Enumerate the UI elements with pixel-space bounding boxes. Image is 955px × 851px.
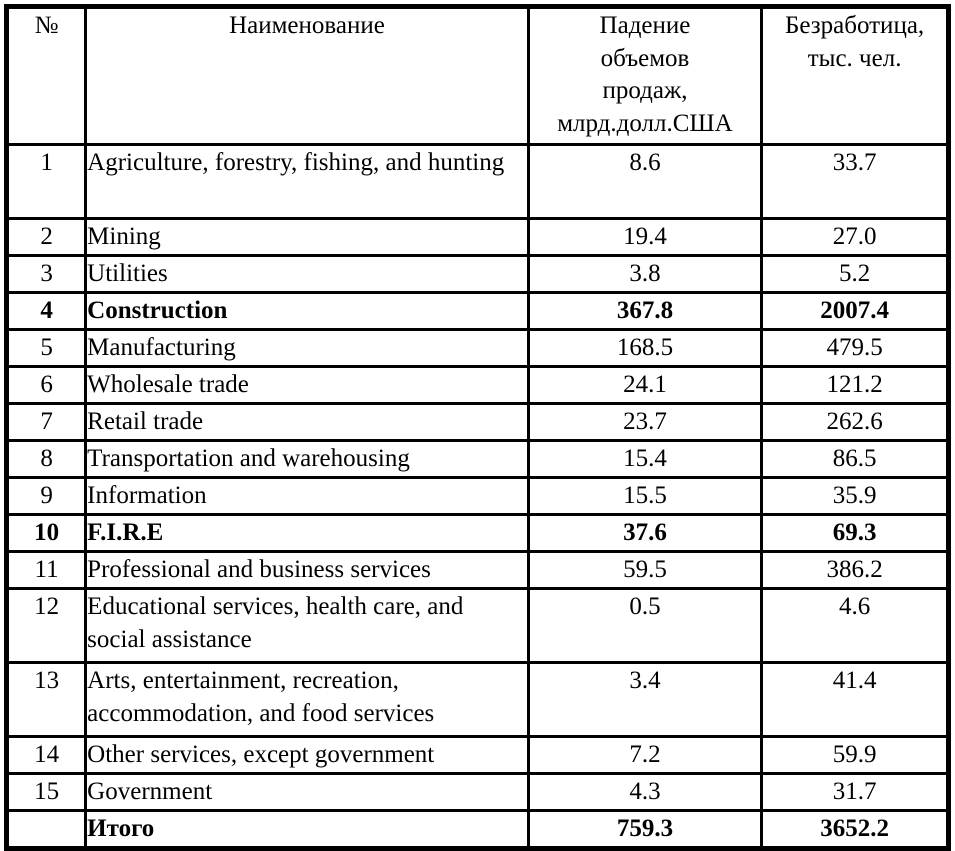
row-number-cell <box>4 809 88 850</box>
table-body: 1 Agriculture, forestry, fishing, and hu… <box>4 143 950 850</box>
header-row: № Наименование Падение объемов продаж, м… <box>4 5 950 146</box>
sales-cell: 168.5 <box>526 328 764 368</box>
unemployment-cell: 33.7 <box>760 143 950 220</box>
row-number-cell: 10 <box>4 513 88 553</box>
table-row: 12 Educational services, health care, an… <box>4 587 950 664</box>
unemployment-cell: 86.5 <box>760 439 950 479</box>
unemployment-cell: 479.5 <box>760 328 950 368</box>
name-cell: Agriculture, forestry, fishing, and hunt… <box>84 143 530 220</box>
table-row: 7 Retail trade 23.7 262.6 <box>4 402 950 442</box>
total-sales-cell: 759.3 <box>526 809 764 850</box>
unemployment-cell: 386.2 <box>760 550 950 590</box>
total-label-cell: Итого <box>84 809 530 850</box>
header-unemployment: Безработица, тыс. чел. <box>760 5 950 146</box>
sales-cell: 15.5 <box>526 476 764 516</box>
name-cell: F.I.R.E <box>84 513 530 553</box>
name-cell: Educational services, health care, and s… <box>84 587 530 664</box>
name-cell: Other services, except government <box>84 735 530 775</box>
name-cell: Utilities <box>84 254 530 294</box>
name-cell: Professional and business services <box>84 550 530 590</box>
table-row: 3 Utilities 3.8 5.2 <box>4 254 950 294</box>
row-number-cell: 2 <box>4 217 88 257</box>
unemployment-cell: 2007.4 <box>760 291 950 331</box>
header-num: № <box>4 5 88 146</box>
table-row: 15 Government 4.3 31.7 <box>4 772 950 812</box>
name-cell: Wholesale trade <box>84 365 530 405</box>
row-number-cell: 15 <box>4 772 88 812</box>
name-cell: Transportation and warehousing <box>84 439 530 479</box>
sales-cell: 23.7 <box>526 402 764 442</box>
sales-cell: 7.2 <box>526 735 764 775</box>
sales-cell: 8.6 <box>526 143 764 220</box>
row-number-cell: 8 <box>4 439 88 479</box>
name-cell: Manufacturing <box>84 328 530 368</box>
unemployment-cell: 262.6 <box>760 402 950 442</box>
row-number-cell: 1 <box>4 143 88 220</box>
sales-cell: 37.6 <box>526 513 764 553</box>
name-cell: Construction <box>84 291 530 331</box>
table-row: 11 Professional and business services 59… <box>4 550 950 590</box>
total-unemployment-cell: 3652.2 <box>760 809 950 850</box>
unemployment-cell: 4.6 <box>760 587 950 664</box>
row-number-cell: 11 <box>4 550 88 590</box>
table-row: 8 Transportation and warehousing 15.4 86… <box>4 439 950 479</box>
name-cell: Mining <box>84 217 530 257</box>
row-number-cell: 7 <box>4 402 88 442</box>
name-cell: Retail trade <box>84 402 530 442</box>
unemployment-cell: 59.9 <box>760 735 950 775</box>
name-cell: Arts, entertainment, recreation, accommo… <box>84 661 530 738</box>
table-row: 4 Construction 367.8 2007.4 <box>4 291 950 331</box>
header-name: Наименование <box>84 5 530 146</box>
row-number-cell: 14 <box>4 735 88 775</box>
row-number-cell: 9 <box>4 476 88 516</box>
sales-cell: 24.1 <box>526 365 764 405</box>
total-row: Итого 759.3 3652.2 <box>4 809 950 850</box>
row-number-cell: 5 <box>4 328 88 368</box>
unemployment-cell: 35.9 <box>760 476 950 516</box>
sales-cell: 59.5 <box>526 550 764 590</box>
sales-cell: 0.5 <box>526 587 764 664</box>
table-row: 5 Manufacturing 168.5 479.5 <box>4 328 950 368</box>
unemployment-cell: 121.2 <box>760 365 950 405</box>
sales-cell: 15.4 <box>526 439 764 479</box>
table-header: № Наименование Падение объемов продаж, м… <box>4 5 950 146</box>
table-row: 9 Information 15.5 35.9 <box>4 476 950 516</box>
sales-cell: 19.4 <box>526 217 764 257</box>
row-number-cell: 12 <box>4 587 88 664</box>
sales-cell: 367.8 <box>526 291 764 331</box>
name-cell: Government <box>84 772 530 812</box>
row-number-cell: 4 <box>4 291 88 331</box>
table-row: 13 Arts, entertainment, recreation, acco… <box>4 661 950 738</box>
row-number-cell: 3 <box>4 254 88 294</box>
unemployment-cell: 5.2 <box>760 254 950 294</box>
table-row: 1 Agriculture, forestry, fishing, and hu… <box>4 143 950 220</box>
table-row: 2 Mining 19.4 27.0 <box>4 217 950 257</box>
unemployment-cell: 41.4 <box>760 661 950 738</box>
row-number-cell: 13 <box>4 661 88 738</box>
table-row: 14 Other services, except government 7.2… <box>4 735 950 775</box>
industry-impact-table: № Наименование Падение объемов продаж, м… <box>4 4 951 851</box>
sales-cell: 3.8 <box>526 254 764 294</box>
name-cell: Information <box>84 476 530 516</box>
row-number-cell: 6 <box>4 365 88 405</box>
sales-cell: 3.4 <box>526 661 764 738</box>
header-sales: Падение объемов продаж, млрд.долл.США <box>526 5 764 146</box>
unemployment-cell: 69.3 <box>760 513 950 553</box>
unemployment-cell: 31.7 <box>760 772 950 812</box>
sales-cell: 4.3 <box>526 772 764 812</box>
unemployment-cell: 27.0 <box>760 217 950 257</box>
table-row: 10 F.I.R.E 37.6 69.3 <box>4 513 950 553</box>
table-row: 6 Wholesale trade 24.1 121.2 <box>4 365 950 405</box>
